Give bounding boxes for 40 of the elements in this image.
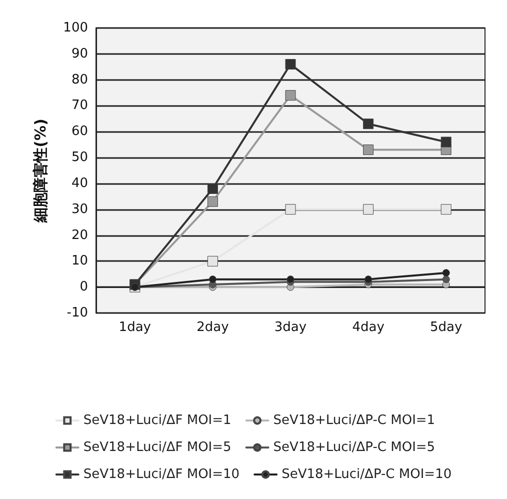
- point: [440, 136, 452, 148]
- y-tick-label: 100: [63, 20, 88, 36]
- legend-label: SeV18+Luci/ΔP-C MOI=10: [282, 467, 452, 482]
- x-tick-label: 2day: [196, 320, 230, 335]
- point: [285, 204, 296, 215]
- y-tick-label: 60: [71, 124, 88, 140]
- point: [285, 90, 296, 101]
- y-axis-title: 細胞障害性(%): [32, 118, 50, 224]
- y-tick-label: 20: [71, 228, 88, 243]
- x-tick-label: 1day: [118, 320, 152, 335]
- x-tick-label: 3day: [274, 320, 307, 335]
- point: [207, 183, 218, 194]
- legend-label: SeV18+Luci/ΔP-C MOI=1: [273, 413, 436, 428]
- point: [207, 196, 218, 207]
- point: [363, 144, 374, 156]
- point: [208, 276, 216, 284]
- y-tick-label: 90: [71, 46, 88, 62]
- x-tick-label: 4day: [352, 320, 385, 335]
- point: [207, 256, 218, 266]
- legend-label: SeV18+Luci/ΔF MOI=10: [83, 467, 240, 482]
- y-tick-label: 80: [71, 72, 88, 88]
- y-tick-label: 40: [71, 176, 88, 191]
- legend-label: SeV18+Luci/ΔP-C MOI=5: [273, 440, 436, 455]
- y-tick-label: 30: [71, 202, 88, 217]
- point: [285, 59, 296, 70]
- x-tick-label: 5day: [430, 320, 462, 335]
- legend-label: SeV18+Luci/ΔF MOI=5: [83, 440, 232, 455]
- point: [286, 276, 294, 284]
- y-tick-label: 50: [71, 150, 88, 166]
- y-tick-label: 10: [71, 254, 88, 269]
- y-tick-label: 70: [71, 98, 88, 114]
- point: [442, 269, 450, 277]
- point: [440, 204, 452, 215]
- point: [442, 276, 450, 284]
- point: [363, 118, 374, 130]
- legend-label: SeV18+Luci/ΔF MOI=1: [83, 413, 232, 428]
- point: [363, 204, 374, 215]
- point: [364, 276, 372, 284]
- y-tick-label: -10: [66, 306, 88, 320]
- y-tick-label: 0: [80, 280, 88, 295]
